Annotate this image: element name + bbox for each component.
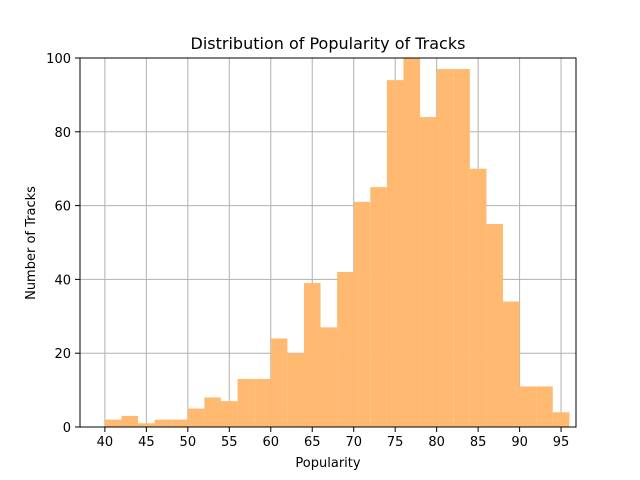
x-tick-label: 50 [180, 435, 197, 450]
x-tick-label: 90 [511, 435, 528, 450]
histogram-bar [370, 187, 387, 427]
x-axis-title: Popularity [295, 456, 360, 471]
histogram-bar [320, 327, 338, 427]
x-tick-label: 75 [387, 435, 404, 450]
histogram-bar [552, 412, 570, 427]
histogram-bar [270, 338, 288, 427]
histogram-bar [254, 379, 271, 427]
histogram-bar [337, 272, 354, 427]
histogram-bar [187, 408, 205, 427]
histogram-bar [237, 379, 255, 427]
chart-title: Distribution of Popularity of Tracks [191, 34, 466, 53]
histogram-bar [287, 353, 304, 427]
plot-frame [79, 57, 577, 428]
y-tick-label: 20 [54, 347, 71, 362]
histogram-bar [519, 386, 537, 427]
histogram-bar [503, 301, 520, 427]
histogram-bar [104, 419, 122, 427]
histogram-bar [138, 423, 155, 427]
x-tick-label: 70 [345, 435, 362, 450]
x-tick-label: 40 [97, 435, 114, 450]
histogram-bar [420, 117, 437, 427]
y-tick-label: 100 [46, 52, 71, 67]
y-tick-label: 0 [63, 421, 71, 436]
y-axis-title: Number of Tracks [24, 186, 39, 300]
x-tick-label: 80 [428, 435, 445, 450]
x-axis-ticks: 40 45 50 55 60 65 70 75 80 85 90 95 [97, 427, 570, 450]
histogram-bar [469, 168, 487, 427]
histogram-bar [204, 397, 222, 427]
histogram-bar [303, 283, 321, 427]
y-tick-label: 40 [54, 273, 71, 288]
x-tick-label: 95 [553, 435, 570, 450]
histogram-bar [436, 69, 454, 427]
histogram-bars [104, 58, 570, 427]
x-tick-label: 65 [304, 435, 321, 450]
x-tick-label: 55 [221, 435, 238, 450]
x-tick-label: 85 [470, 435, 487, 450]
histogram-bar [221, 401, 238, 427]
histogram-bar [486, 224, 504, 427]
y-axis-ticks: 0 20 40 60 80 100 [46, 52, 80, 436]
x-tick-label: 45 [138, 435, 155, 450]
histogram-bar [121, 415, 139, 427]
histogram-bar [386, 80, 404, 427]
y-tick-label: 80 [54, 126, 71, 141]
histogram-bar [353, 201, 371, 427]
histogram-bar [154, 419, 172, 427]
histogram-bar [403, 58, 421, 427]
histogram-bar [536, 386, 553, 427]
histogram-bar [171, 419, 188, 427]
histogram-bar [453, 69, 470, 427]
x-tick-label: 60 [262, 435, 279, 450]
y-tick-label: 60 [54, 200, 71, 215]
